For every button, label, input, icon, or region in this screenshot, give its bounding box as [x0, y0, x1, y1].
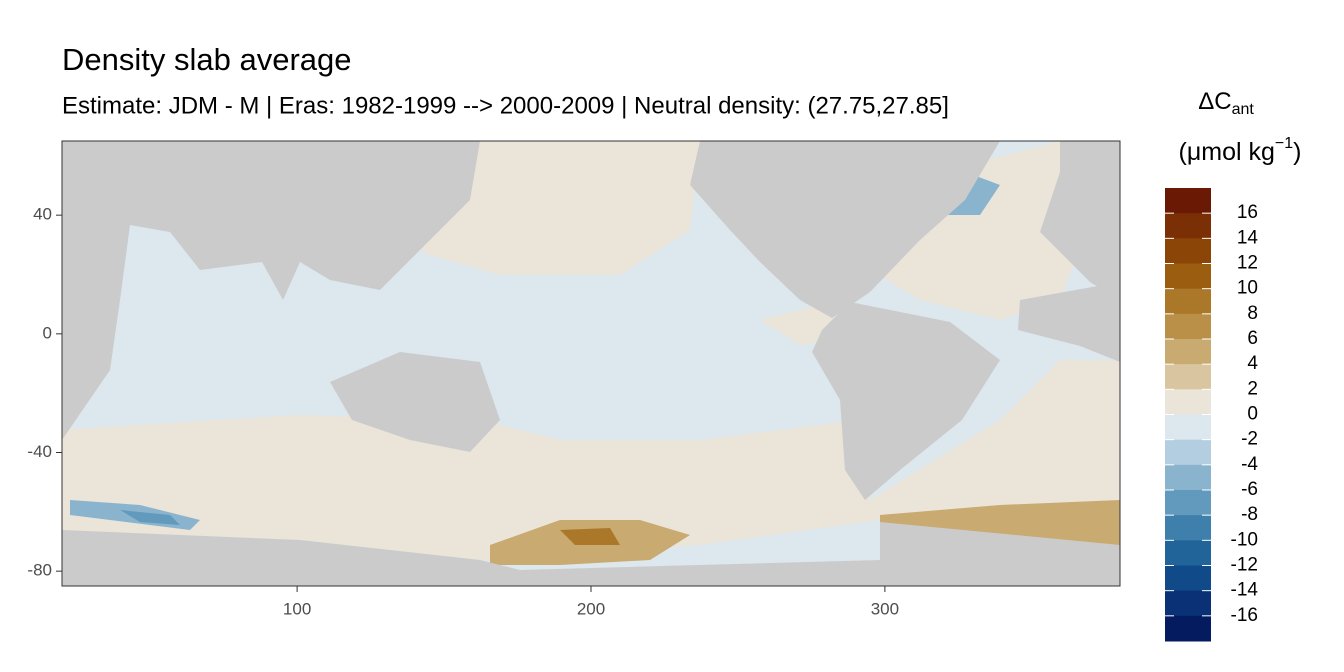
legend-swatch [1165, 439, 1211, 466]
legend-label: -14 [1231, 580, 1259, 601]
legend-unit-close: ) [1293, 138, 1301, 166]
land [62, 141, 480, 440]
legend-label: -2 [1241, 429, 1258, 450]
legend-label: -4 [1241, 454, 1258, 475]
legend-label: 4 [1247, 353, 1258, 374]
legend-swatch [1165, 364, 1211, 390]
legend-label: 6 [1247, 328, 1258, 349]
legend-swatch [1165, 213, 1211, 239]
map [61, 140, 1121, 587]
land [690, 141, 1000, 318]
land [330, 352, 500, 452]
legend-swatch [1165, 490, 1211, 516]
legend-unit-superscript: −1 [1275, 135, 1293, 152]
legend-swatch [1165, 615, 1211, 642]
legend-swatch [1165, 263, 1211, 290]
legend-label: 0 [1247, 404, 1258, 425]
y-tick-label: 40 [33, 205, 52, 224]
x-tick-label: 100 [283, 599, 311, 618]
legend-label: 2 [1247, 378, 1258, 399]
legend-label: -6 [1241, 479, 1258, 500]
legend-swatch [1165, 188, 1211, 214]
x-tick-label: 300 [871, 599, 899, 618]
legend-swatch [1165, 414, 1211, 441]
legend-label: 14 [1237, 227, 1259, 248]
legend-swatch [1165, 288, 1211, 315]
ocean-zone [62, 360, 1120, 560]
legend-label: 16 [1237, 202, 1258, 223]
legend-label: -12 [1231, 555, 1258, 576]
y-tick-label: -80 [27, 561, 52, 580]
legend-swatch [1165, 313, 1211, 340]
legend-label: 10 [1237, 278, 1258, 299]
y-tick-label: -40 [27, 442, 52, 461]
x-tick-label: 200 [577, 599, 605, 618]
land [812, 302, 1000, 500]
legend-title: ΔCant [1198, 88, 1254, 118]
legend-label: 8 [1247, 303, 1258, 324]
legend-label: -10 [1231, 529, 1258, 550]
legend-unit-main: (μmol kg [1179, 138, 1275, 166]
legend-swatch [1165, 515, 1211, 541]
legend-label: -16 [1231, 605, 1258, 626]
land [62, 522, 1120, 586]
y-tick-label: 0 [43, 323, 52, 342]
legend-swatch [1165, 339, 1211, 365]
legend-unit: (μmol kg−1) [1179, 135, 1302, 165]
land [1040, 141, 1120, 300]
legend-swatch [1165, 540, 1211, 566]
ocean-zone [560, 528, 620, 545]
ocean-zone [120, 510, 180, 525]
land [1018, 282, 1120, 362]
chart-subtitle: Estimate: JDM - M | Eras: 1982-1999 --> … [62, 92, 949, 119]
legend-title-subscript: ant [1232, 101, 1255, 118]
legend-swatch [1165, 464, 1211, 491]
legend-swatch [1165, 565, 1211, 592]
legend-swatch [1165, 590, 1211, 617]
legend-label: 12 [1237, 253, 1258, 274]
legend-title-main: ΔC [1198, 88, 1231, 115]
legend-label: -8 [1241, 504, 1258, 525]
chart-title: Density slab average [62, 42, 352, 77]
legend: ΔCant (μmol kg−1) 16 14 12 10 8 6 4 2 0 -2 -4 -6 -8 -… [1165, 88, 1302, 642]
legend-swatch [1165, 238, 1211, 264]
legend-swatch [1165, 389, 1211, 415]
